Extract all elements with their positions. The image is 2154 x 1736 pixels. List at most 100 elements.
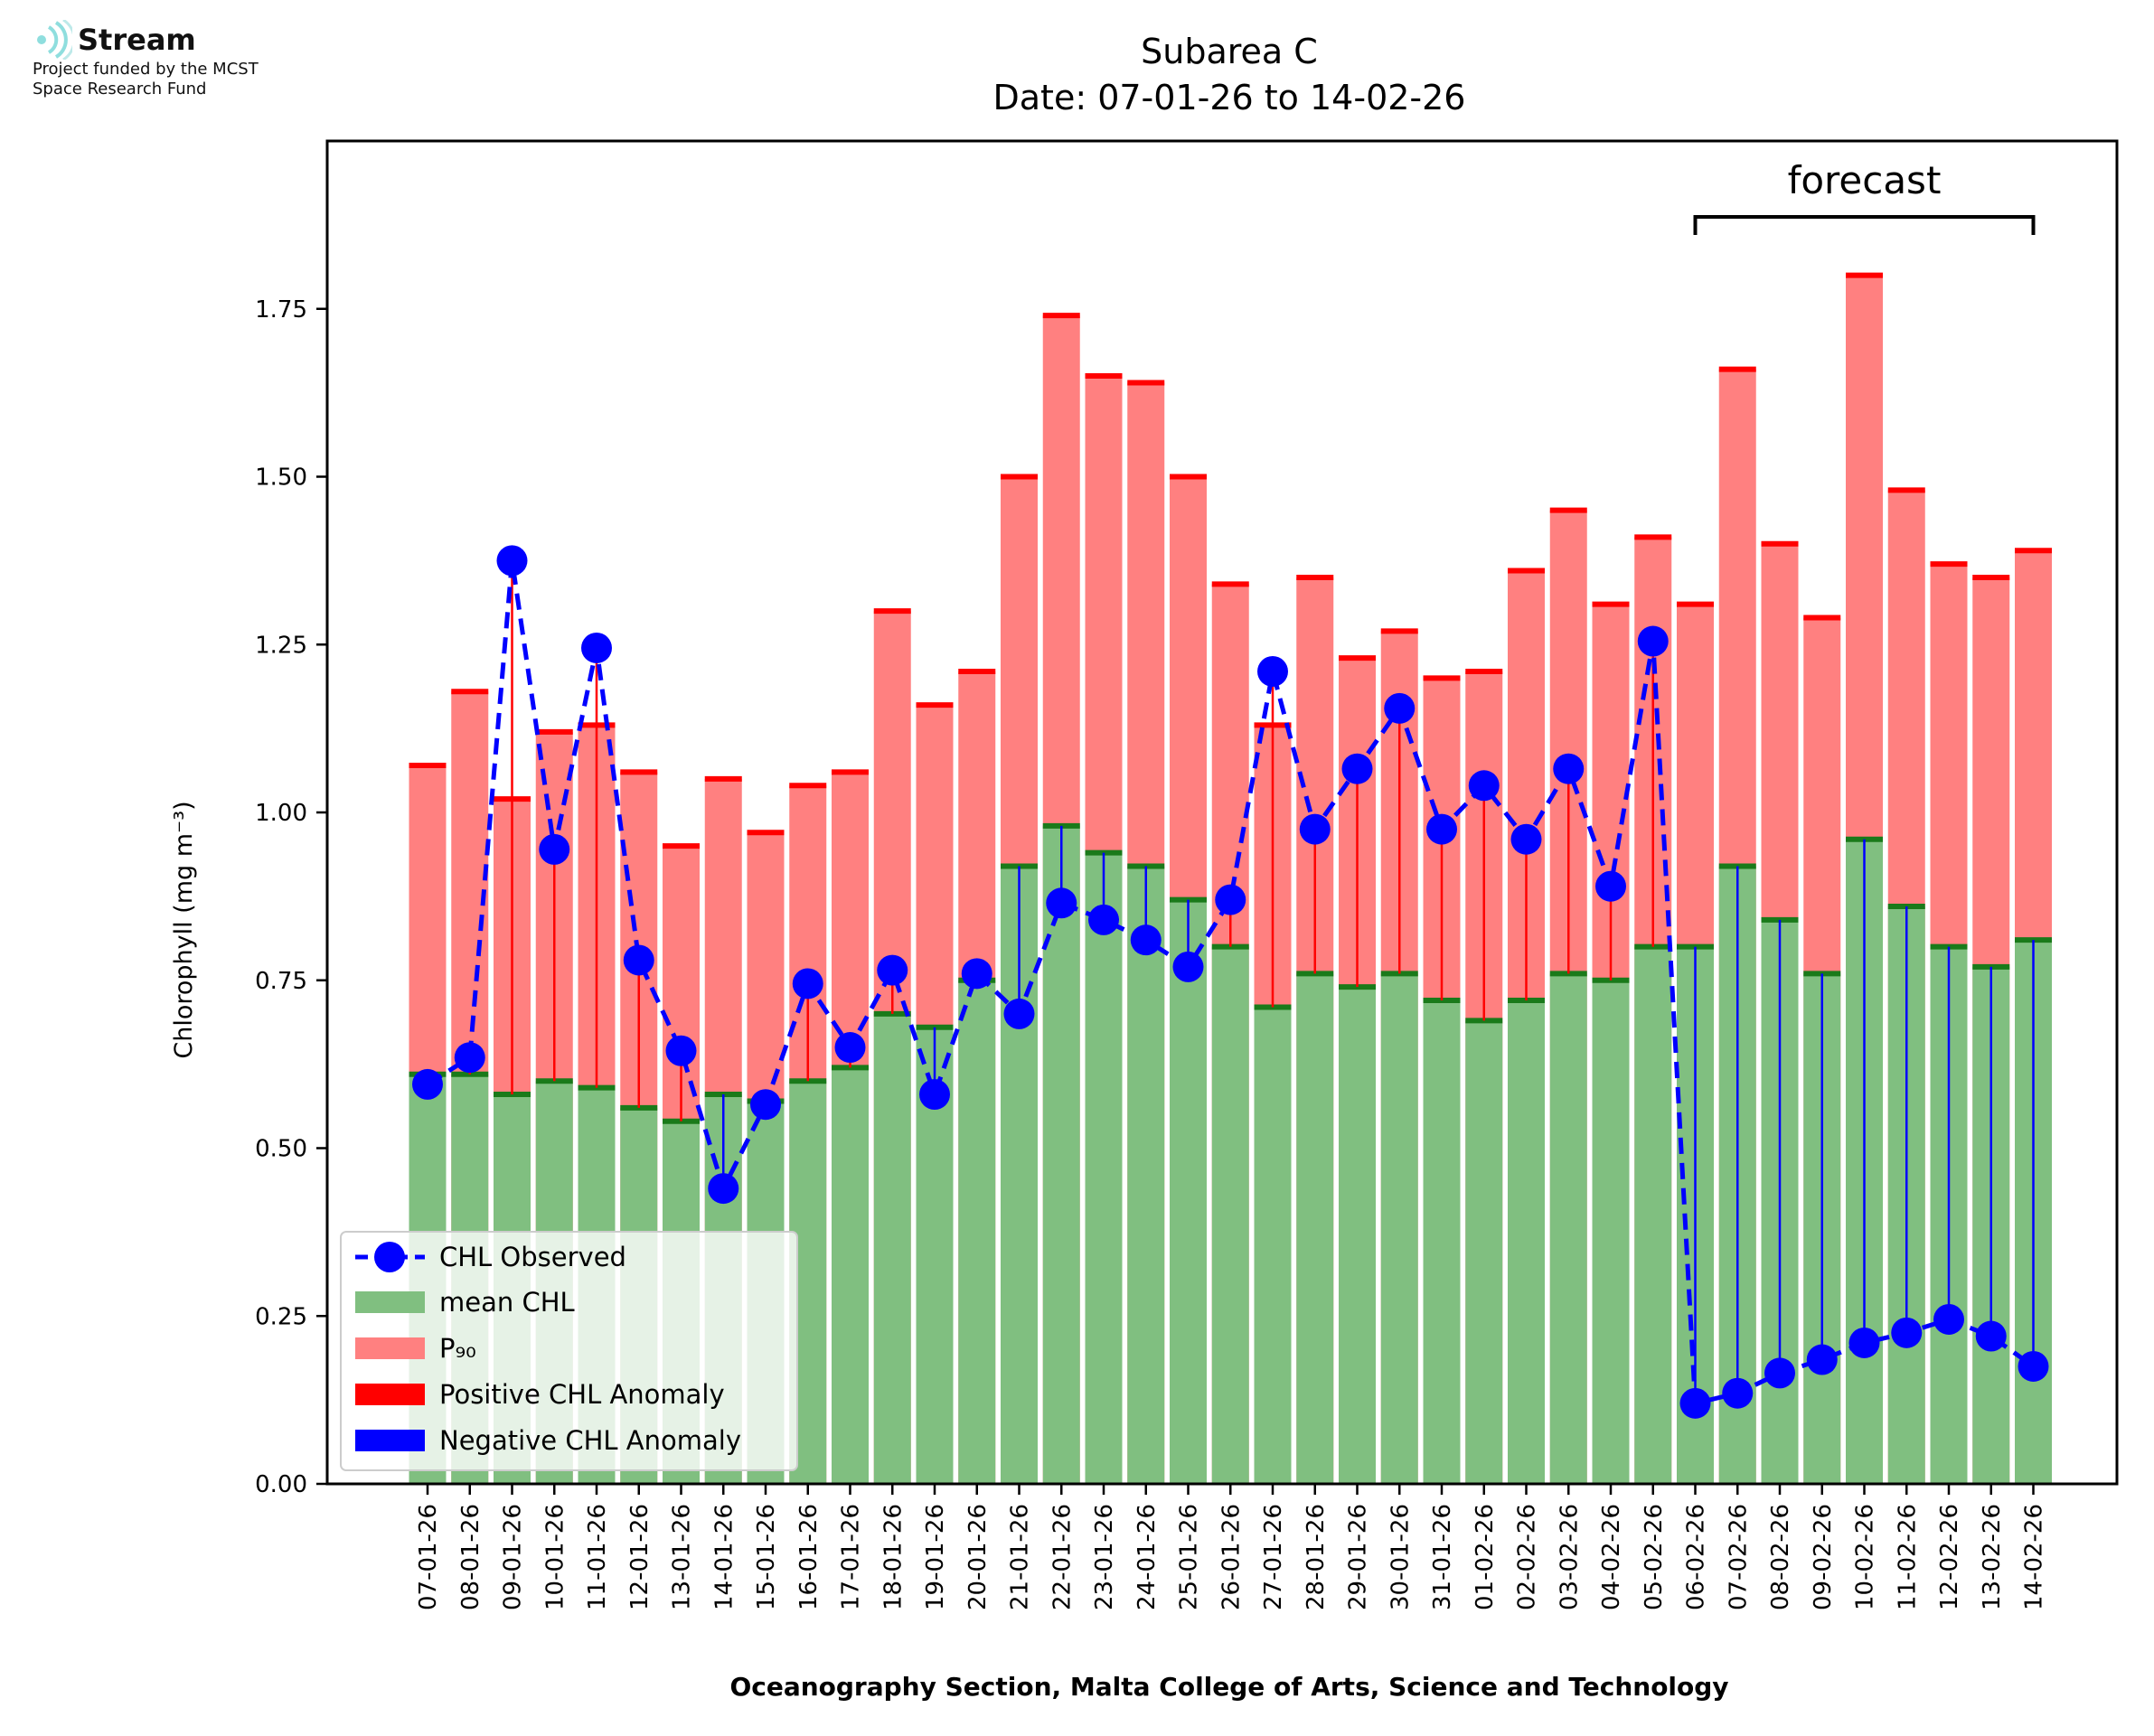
observed-point bbox=[1003, 998, 1035, 1029]
observed-point bbox=[1172, 951, 1204, 982]
observed-point bbox=[496, 545, 528, 577]
x-tick-label: 21-01-26 bbox=[1007, 1504, 1034, 1610]
observed-point bbox=[1088, 904, 1119, 935]
logo-tagline-1: Project funded by the MCST bbox=[33, 60, 259, 79]
logo-tagline-2: Space Research Fund bbox=[33, 80, 207, 99]
legend-mean-swatch bbox=[355, 1291, 425, 1313]
x-tick-label: 18-01-26 bbox=[879, 1504, 907, 1610]
observed-point bbox=[1891, 1317, 1923, 1348]
y-axis-label: Chlorophyll (mg m⁻³) bbox=[170, 801, 198, 1058]
x-tick-label: 27-01-26 bbox=[1260, 1504, 1287, 1610]
signal-waves-icon bbox=[37, 20, 72, 60]
observed-point bbox=[581, 632, 612, 663]
observed-point bbox=[1806, 1344, 1838, 1375]
mean-bar bbox=[1211, 946, 1249, 1484]
x-tick-label: 06-02-26 bbox=[1683, 1504, 1710, 1610]
x-tick-label: 07-02-26 bbox=[1725, 1504, 1752, 1610]
x-tick-label: 09-01-26 bbox=[500, 1504, 527, 1610]
x-tick-label: 14-02-26 bbox=[2021, 1504, 2048, 1610]
x-tick-label: 19-01-26 bbox=[922, 1504, 949, 1610]
y-tick-label: 0.75 bbox=[255, 968, 307, 995]
x-tick-label: 29-01-26 bbox=[1345, 1504, 1372, 1610]
observed-point bbox=[1215, 884, 1246, 915]
legend-p90-swatch bbox=[355, 1337, 425, 1359]
observed-point bbox=[1468, 770, 1500, 802]
observed-point bbox=[1510, 823, 1542, 855]
forecast-label: forecast bbox=[1788, 158, 1942, 202]
x-tick-label: 22-01-26 bbox=[1049, 1504, 1076, 1610]
y-tick-label: 0.50 bbox=[255, 1136, 307, 1163]
logo: Stream Project funded by the MCST Space … bbox=[33, 20, 259, 99]
legend-negative-swatch bbox=[355, 1430, 425, 1451]
y-tick-label: 0.25 bbox=[255, 1303, 307, 1330]
x-tick-label: 17-01-26 bbox=[838, 1504, 865, 1610]
x-tick-label: 23-01-26 bbox=[1091, 1504, 1118, 1610]
observed-point bbox=[2018, 1350, 2049, 1382]
observed-point bbox=[1637, 625, 1669, 657]
x-tick-label: 05-02-26 bbox=[1641, 1504, 1668, 1610]
mean-bar bbox=[1549, 973, 1587, 1484]
x-tick-label: 07-01-26 bbox=[415, 1504, 442, 1610]
x-tick-label: 12-02-26 bbox=[1936, 1504, 1963, 1610]
observed-point bbox=[1384, 692, 1416, 724]
legend-label: CHL Observed bbox=[439, 1242, 626, 1272]
mean-bar bbox=[1296, 973, 1334, 1484]
observed-point bbox=[1848, 1327, 1880, 1358]
mean-bar bbox=[1634, 946, 1672, 1484]
observed-point bbox=[623, 944, 654, 976]
x-tick-label: 04-02-26 bbox=[1598, 1504, 1625, 1610]
observed-point bbox=[834, 1032, 866, 1064]
observed-point bbox=[1933, 1303, 1964, 1335]
logo-name: Stream bbox=[78, 23, 196, 57]
observed-point bbox=[1299, 813, 1331, 845]
observed-point bbox=[961, 958, 992, 990]
mean-bar bbox=[958, 980, 996, 1484]
mean-bar bbox=[1127, 866, 1165, 1484]
x-tick-label: 30-01-26 bbox=[1387, 1504, 1414, 1610]
x-tick-label: 01-02-26 bbox=[1472, 1504, 1499, 1610]
x-tick-label: 20-01-26 bbox=[964, 1504, 992, 1610]
mean-bar bbox=[832, 1067, 869, 1484]
legend-box bbox=[340, 1231, 798, 1471]
mean-bar bbox=[1254, 1007, 1292, 1484]
mean-bar bbox=[1592, 980, 1630, 1484]
x-tick-label: 02-02-26 bbox=[1514, 1504, 1541, 1610]
forecast-annotation: forecast bbox=[1693, 158, 2036, 235]
observed-point bbox=[1341, 753, 1373, 784]
x-tick-label: 16-01-26 bbox=[795, 1504, 823, 1610]
observed-point bbox=[412, 1068, 443, 1100]
mean-bar bbox=[1508, 1000, 1545, 1484]
observed-point bbox=[1553, 753, 1585, 784]
chart-title: Subarea C bbox=[1141, 32, 1318, 71]
observed-point bbox=[539, 833, 570, 865]
x-tick-label: 03-02-26 bbox=[1556, 1504, 1583, 1610]
legend-label: Negative CHL Anomaly bbox=[439, 1425, 741, 1456]
observed-point bbox=[1679, 1387, 1711, 1419]
mean-bar bbox=[1423, 1000, 1461, 1484]
observed-point bbox=[1130, 924, 1162, 956]
observed-point bbox=[877, 954, 908, 986]
legend-label: P₉₀ bbox=[439, 1333, 476, 1364]
legend-positive-swatch bbox=[355, 1384, 425, 1405]
x-tick-label: 13-01-26 bbox=[669, 1504, 696, 1610]
x-tick-label: 26-01-26 bbox=[1218, 1504, 1245, 1610]
x-tick-label: 25-01-26 bbox=[1176, 1504, 1203, 1610]
x-tick-label: 15-01-26 bbox=[753, 1504, 780, 1610]
x-tick-label: 24-01-26 bbox=[1133, 1504, 1161, 1610]
y-tick-label: 1.00 bbox=[255, 800, 307, 827]
observed-point bbox=[1764, 1357, 1795, 1389]
x-tick-label: 28-01-26 bbox=[1303, 1504, 1330, 1610]
x-tick-label: 08-01-26 bbox=[457, 1504, 484, 1610]
mean-bar bbox=[873, 1013, 911, 1484]
x-axis-label: Oceanography Section, Malta College of A… bbox=[729, 1672, 1728, 1702]
observed-point bbox=[1426, 813, 1457, 845]
observed-point bbox=[1975, 1320, 2007, 1352]
x-tick-label: 31-01-26 bbox=[1429, 1504, 1456, 1610]
observed-point bbox=[792, 968, 823, 999]
observed-point bbox=[750, 1089, 781, 1121]
y-tick-label: 0.00 bbox=[255, 1471, 307, 1498]
mean-bar bbox=[1042, 825, 1080, 1484]
x-tick-label: 10-02-26 bbox=[1852, 1504, 1879, 1610]
x-tick-label: 11-02-26 bbox=[1894, 1504, 1921, 1610]
